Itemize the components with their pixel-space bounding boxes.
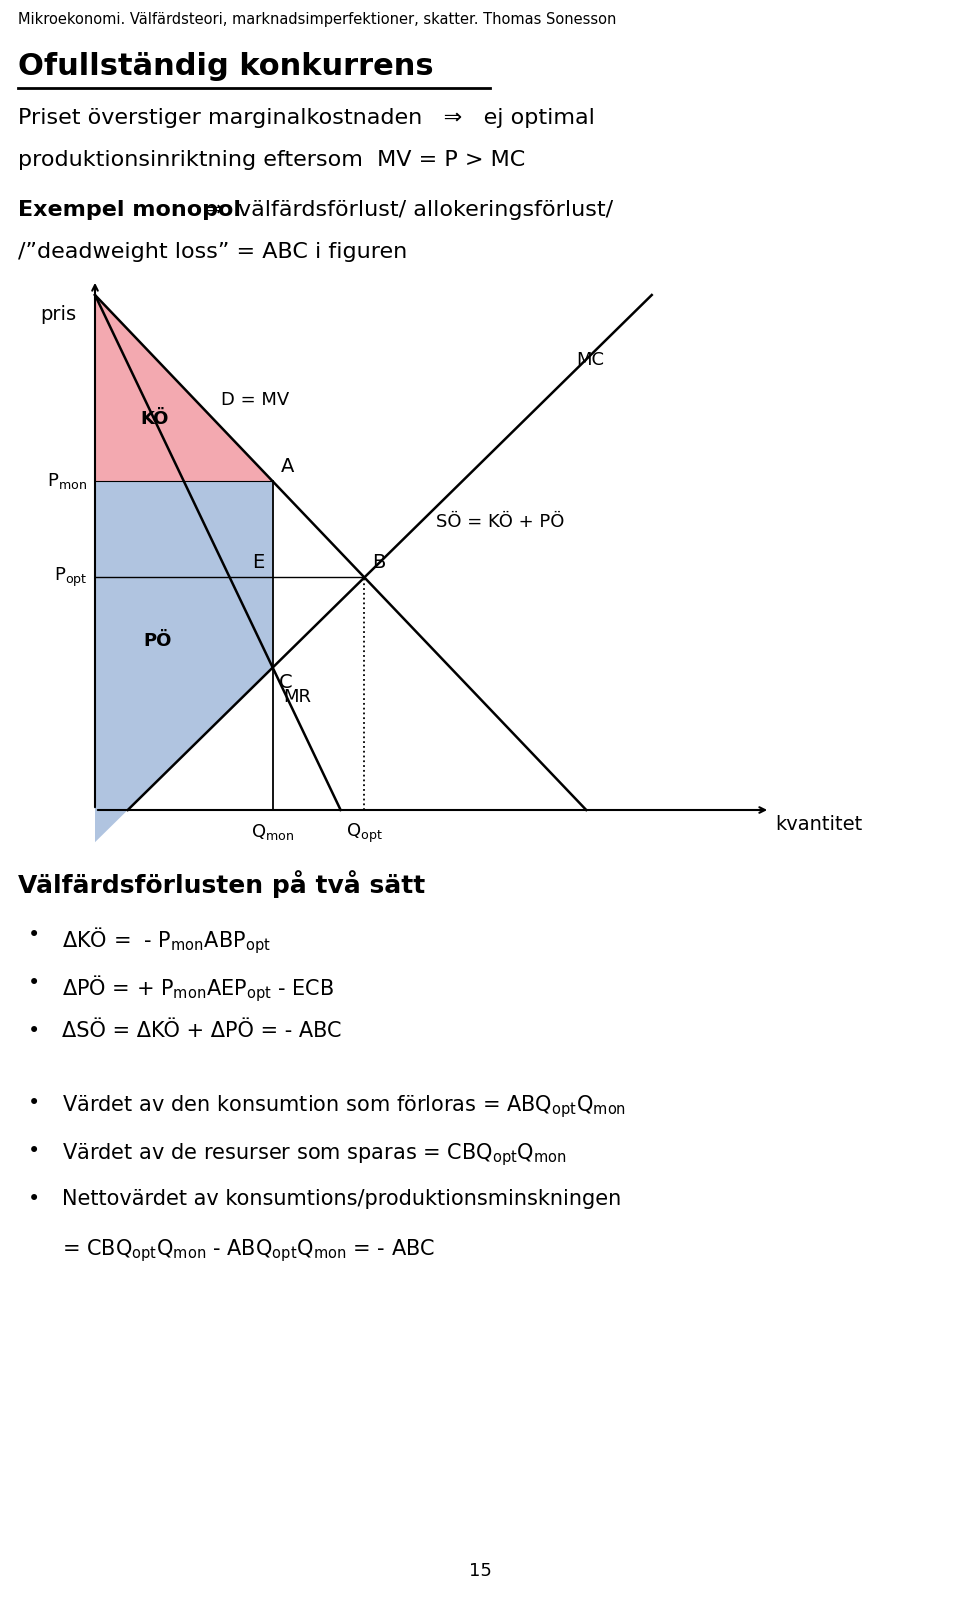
Text: •: • xyxy=(28,1189,40,1208)
Text: pris: pris xyxy=(40,305,76,325)
Text: ΔKÖ =  - P$_\mathregular{mon}$ABP$_\mathregular{opt}$: ΔKÖ = - P$_\mathregular{mon}$ABP$_\mathr… xyxy=(62,926,271,956)
Text: Välfärdsförlusten på två sätt: Välfärdsförlusten på två sätt xyxy=(18,869,425,898)
Text: •: • xyxy=(28,1020,40,1041)
Text: KÖ: KÖ xyxy=(140,410,168,427)
Text: MC: MC xyxy=(577,350,605,368)
Text: Ofullständig konkurrens: Ofullständig konkurrens xyxy=(18,51,434,80)
Text: B: B xyxy=(372,553,386,572)
Text: Q$_\mathregular{opt}$: Q$_\mathregular{opt}$ xyxy=(346,823,383,845)
Text: PÖ: PÖ xyxy=(143,632,172,651)
Text: 15: 15 xyxy=(468,1562,492,1580)
Text: E: E xyxy=(252,553,265,572)
Text: = CBQ$_\mathregular{opt}$Q$_\mathregular{mon}$ - ABQ$_\mathregular{opt}$Q$_\math: = CBQ$_\mathregular{opt}$Q$_\mathregular… xyxy=(62,1237,435,1263)
Text: P$_\mathregular{opt}$: P$_\mathregular{opt}$ xyxy=(54,566,87,590)
Text: Q$_\mathregular{mon}$: Q$_\mathregular{mon}$ xyxy=(252,823,295,842)
Text: SÖ = KÖ + PÖ: SÖ = KÖ + PÖ xyxy=(436,513,564,530)
Text: Mikroekonomi. Välfärdsteori, marknadsimperfektioner, skatter. Thomas Sonesson: Mikroekonomi. Välfärdsteori, marknadsimp… xyxy=(18,11,616,27)
Polygon shape xyxy=(95,296,273,480)
Text: •: • xyxy=(28,972,40,993)
Text: Exempel monopol: Exempel monopol xyxy=(18,199,241,220)
Text: Värdet av de resurser som sparas = CBQ$_\mathregular{opt}$Q$_\mathregular{mon}$: Värdet av de resurser som sparas = CBQ$_… xyxy=(62,1141,566,1168)
Text: Priset överstiger marginalkostnaden   ⇒   ej optimal: Priset överstiger marginalkostnaden ⇒ ej… xyxy=(18,108,595,129)
Text: MR: MR xyxy=(283,688,311,705)
Text: ΔPÖ = + P$_\mathregular{mon}$AEP$_\mathregular{opt}$ - ECB: ΔPÖ = + P$_\mathregular{mon}$AEP$_\mathr… xyxy=(62,972,334,1004)
Text: produktionsinriktning eftersom  MV = P > MC: produktionsinriktning eftersom MV = P > … xyxy=(18,149,525,170)
Text: Värdet av den konsumtion som förloras = ABQ$_\mathregular{opt}$Q$_\mathregular{m: Värdet av den konsumtion som förloras = … xyxy=(62,1093,626,1120)
Text: kvantitet: kvantitet xyxy=(775,815,862,834)
Text: ΔSÖ = ΔKÖ + ΔPÖ = - ABC: ΔSÖ = ΔKÖ + ΔPÖ = - ABC xyxy=(62,1020,342,1041)
Text: ⇒  välfärdsförlust/ allokeringsförlust/: ⇒ välfärdsförlust/ allokeringsförlust/ xyxy=(198,199,613,220)
Text: Nettovärdet av konsumtions/produktionsminskningen: Nettovärdet av konsumtions/produktionsmi… xyxy=(62,1189,621,1208)
Text: D = MV: D = MV xyxy=(221,391,289,408)
Text: •: • xyxy=(28,1141,40,1160)
Text: •: • xyxy=(28,926,40,945)
Text: A: A xyxy=(280,458,294,476)
Text: /”deadweight loss” = ABC i figuren: /”deadweight loss” = ABC i figuren xyxy=(18,243,407,262)
Text: P$_\mathregular{mon}$: P$_\mathregular{mon}$ xyxy=(47,471,87,492)
Text: •: • xyxy=(28,1093,40,1114)
Polygon shape xyxy=(95,480,273,842)
Text: C: C xyxy=(278,673,292,691)
